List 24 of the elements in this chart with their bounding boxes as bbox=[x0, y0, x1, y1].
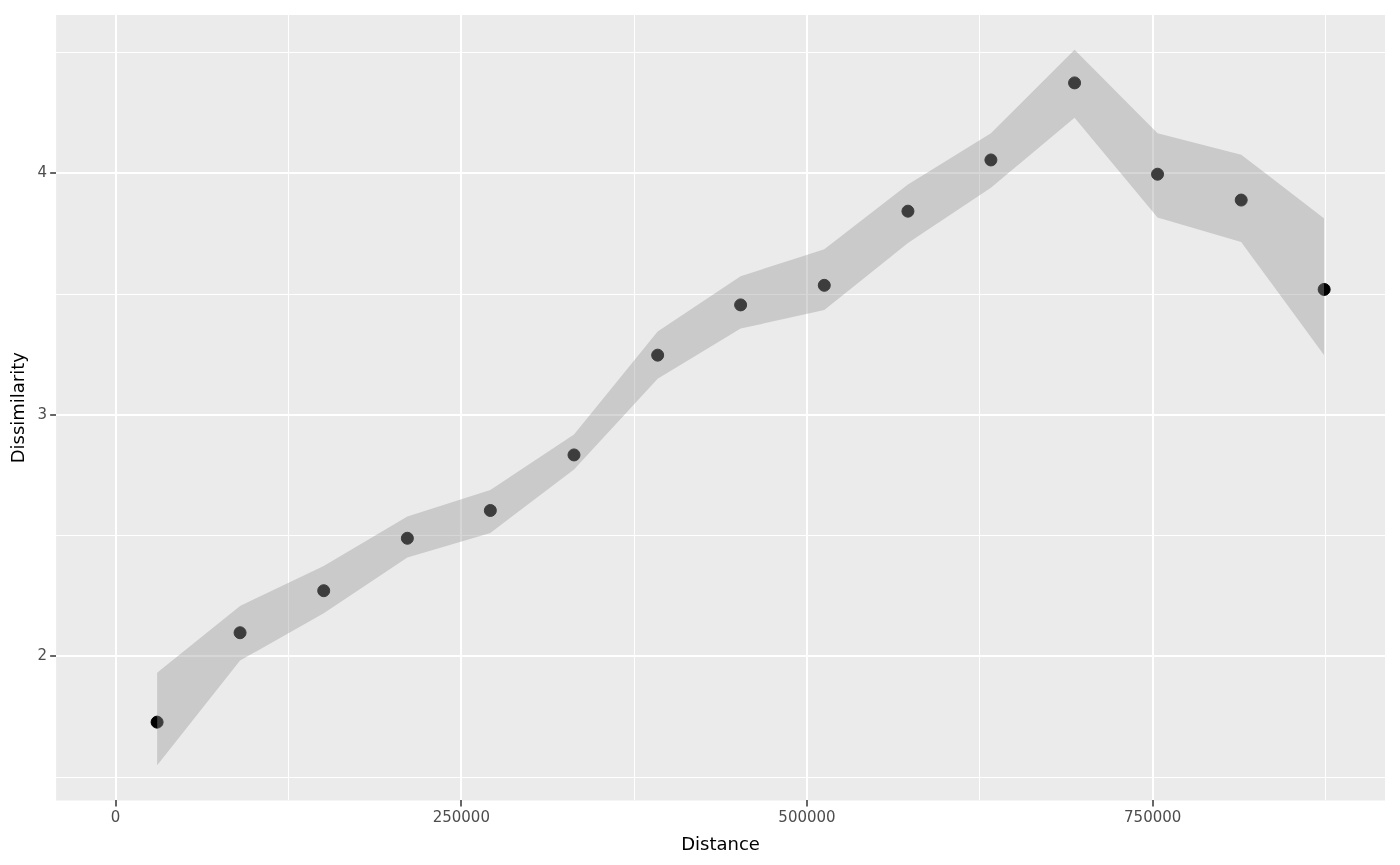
point bbox=[901, 204, 915, 218]
point bbox=[567, 448, 581, 462]
point bbox=[651, 348, 665, 362]
x-tick-label: 0 bbox=[110, 808, 121, 827]
point bbox=[1317, 282, 1331, 296]
point bbox=[817, 278, 831, 292]
point bbox=[984, 153, 998, 167]
point bbox=[400, 531, 414, 545]
x-tick-label: 750000 bbox=[1124, 808, 1182, 827]
y-tick-label: 2 bbox=[37, 646, 48, 665]
x-tick-label: 500000 bbox=[778, 808, 836, 827]
point bbox=[150, 715, 164, 729]
point bbox=[233, 626, 247, 640]
y-tick-label: 3 bbox=[37, 404, 48, 423]
point bbox=[1234, 193, 1248, 207]
x-axis-title: Distance bbox=[681, 832, 760, 854]
point bbox=[317, 584, 331, 598]
y-tick-label: 4 bbox=[37, 163, 48, 182]
point bbox=[1068, 76, 1082, 90]
point bbox=[1151, 167, 1165, 181]
y-axis-title: Dissimilarity bbox=[7, 351, 29, 464]
point bbox=[483, 504, 497, 517]
x-tick-label: 250000 bbox=[432, 808, 490, 827]
point bbox=[734, 298, 748, 312]
